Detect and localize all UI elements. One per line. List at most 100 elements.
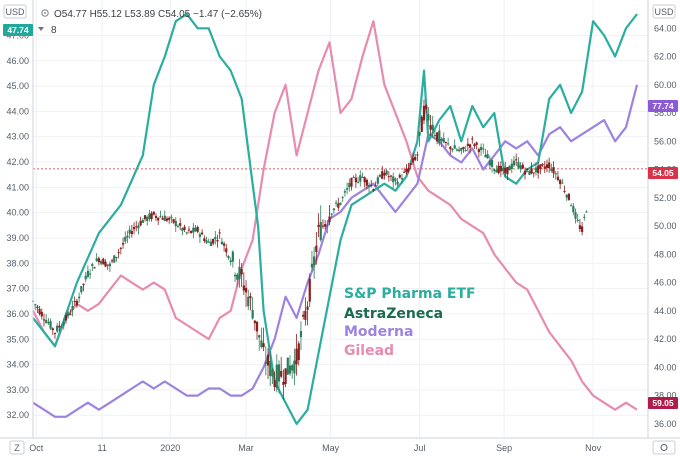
legend-pharma-etf: S&P Pharma ETF bbox=[344, 286, 476, 302]
candle-body bbox=[559, 179, 562, 185]
right-top-value: 77.74 bbox=[652, 101, 674, 111]
candle-body bbox=[414, 156, 417, 161]
right-tick-label: 50.00 bbox=[654, 221, 677, 231]
candle-body bbox=[534, 167, 538, 173]
candle-body bbox=[528, 170, 531, 175]
candle-body bbox=[526, 168, 529, 170]
currency-right: USD bbox=[654, 7, 674, 17]
candle-body bbox=[442, 138, 445, 143]
candle-body bbox=[473, 144, 476, 147]
candle-body bbox=[361, 176, 364, 178]
candle-body bbox=[64, 314, 68, 321]
candle-body bbox=[119, 247, 122, 249]
candle-body bbox=[196, 226, 199, 232]
visibility-icon[interactable] bbox=[41, 9, 49, 17]
candle-body bbox=[321, 225, 325, 227]
right-bottom-badge: 59.05 bbox=[648, 397, 678, 409]
candle-body bbox=[95, 258, 98, 261]
settings-corner-button[interactable] bbox=[652, 440, 676, 455]
time-tick-label: 11 bbox=[98, 443, 107, 453]
candle-body bbox=[306, 306, 309, 310]
candle-body bbox=[216, 239, 219, 242]
candle-body bbox=[91, 264, 94, 266]
candle-body bbox=[247, 296, 250, 307]
candle-body bbox=[317, 224, 320, 227]
candle-body bbox=[161, 218, 164, 220]
legend-astrazeneca: AstraZeneca bbox=[344, 306, 443, 322]
candle-body bbox=[315, 245, 318, 253]
candle-body bbox=[565, 194, 568, 198]
collapse-indicators-icon[interactable] bbox=[38, 27, 44, 31]
candle-body bbox=[545, 164, 549, 168]
candle-body bbox=[201, 232, 204, 235]
candle-body bbox=[135, 226, 138, 228]
left-tick-label: 33.00 bbox=[6, 385, 29, 395]
candle-body bbox=[231, 251, 234, 262]
candle-body bbox=[104, 261, 107, 267]
candle-body bbox=[282, 381, 285, 385]
candle-body bbox=[302, 314, 305, 317]
candle-body bbox=[297, 343, 300, 361]
candle-body bbox=[541, 163, 544, 166]
candle-body bbox=[207, 241, 210, 243]
candle-body bbox=[381, 171, 384, 179]
candle-body bbox=[392, 176, 395, 183]
candle-body bbox=[130, 230, 133, 235]
candle-body bbox=[75, 300, 79, 306]
right-tick-label: 56.00 bbox=[654, 136, 677, 146]
candle-body bbox=[411, 157, 415, 163]
gear-icon bbox=[660, 443, 668, 452]
candle-body bbox=[280, 370, 283, 377]
pharma-etf-line bbox=[32, 13, 638, 425]
right-price-scale[interactable]: 64.0062.0060.0058.0056.0054.0052.0050.00… bbox=[654, 23, 677, 429]
left-tick-label: 36.00 bbox=[6, 309, 29, 319]
candle-body bbox=[209, 241, 213, 246]
candle-body bbox=[89, 273, 92, 275]
candle-body bbox=[383, 172, 386, 176]
candle-body bbox=[150, 213, 153, 220]
candle-body bbox=[126, 235, 129, 238]
candle-body bbox=[350, 178, 353, 187]
candle-body bbox=[517, 161, 520, 168]
candle-body bbox=[271, 369, 274, 377]
candle-body bbox=[40, 311, 43, 317]
gilead-line bbox=[32, 20, 638, 411]
candle-body bbox=[137, 225, 140, 229]
candle-body bbox=[486, 154, 489, 159]
right-tick-label: 60.00 bbox=[654, 80, 677, 90]
time-scale[interactable]: Oct 11 2020 Mar May Jul Sep Nov bbox=[29, 443, 601, 453]
left-tick-label: 41.00 bbox=[6, 182, 29, 192]
left-tick-label: 40.00 bbox=[6, 208, 29, 218]
time-tick-label: Mar bbox=[238, 443, 254, 453]
candle-body bbox=[146, 216, 149, 222]
scale-corner-button[interactable] bbox=[9, 440, 25, 455]
left-tick-label: 35.00 bbox=[6, 334, 29, 344]
candle-body bbox=[337, 203, 340, 208]
candle-body bbox=[363, 177, 366, 183]
candle-body bbox=[343, 191, 346, 193]
candle-body bbox=[572, 206, 575, 213]
left-price-scale[interactable]: 47.0046.0045.0044.0043.0042.0041.0040.00… bbox=[6, 30, 29, 420]
candle-body bbox=[132, 227, 136, 230]
candle-body bbox=[427, 114, 430, 121]
candle-body bbox=[179, 223, 182, 226]
candle-body bbox=[71, 306, 74, 311]
candle-body bbox=[444, 141, 448, 143]
candle-body bbox=[110, 260, 114, 262]
right-tick-label: 42.00 bbox=[654, 334, 677, 344]
candle-body bbox=[484, 154, 487, 158]
moderna-line bbox=[32, 84, 639, 418]
candle-body bbox=[262, 343, 265, 348]
candle-body bbox=[499, 165, 502, 172]
candle-body bbox=[244, 287, 248, 293]
candle-body bbox=[330, 213, 333, 215]
candle-body bbox=[174, 220, 177, 227]
candle-body bbox=[113, 255, 116, 263]
candle-body bbox=[539, 164, 542, 169]
candle-body bbox=[495, 169, 498, 173]
indicator-count: 8 bbox=[51, 25, 57, 36]
candle-body bbox=[170, 216, 173, 218]
candle-body bbox=[532, 172, 535, 174]
candle-body bbox=[396, 181, 399, 185]
